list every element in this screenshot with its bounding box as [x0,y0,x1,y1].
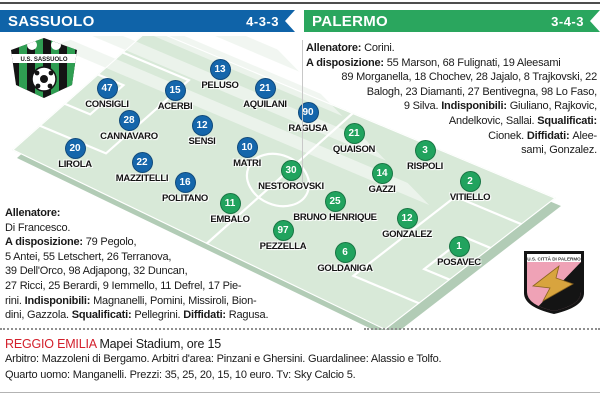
text-line: Quarto uomo: Manganelli. Prezzi: 35, 25,… [5,368,356,381]
palermo-eagle [531,264,574,303]
header-bar-away: PALERMO 3-4-3 [304,10,600,32]
text-line: A disposizione: 55 Marson, 68 Fulignati,… [306,56,561,69]
home-formation: 4-3-3 [246,13,279,29]
text-line: Balogh, 23 Diamanti, 27 Bentivegna, 98 L… [366,85,598,98]
away-squad-info: Allenatore: Corini. A disposizione: 55 Ma… [306,41,597,158]
player-name-label: PEZZELLA [259,241,307,252]
text-line: sami, Gonzalez. [521,144,597,157]
text-line: Allenatore: Corini. [306,42,395,54]
text-line: Andelkovic, Sallai. Squalificati: [448,114,597,127]
player-marker: 15 [164,79,186,101]
player-name-label: EMBALO [210,214,250,225]
text-line: REGGIO EMILIA Mapei Stadium, ore 15 [5,337,222,351]
player-name-label: QUAISON [332,144,376,155]
player-name-label: RAGUSA [288,123,328,134]
player-marker: 10 [236,136,258,158]
sassuolo-crest-label: U.S. SASSUOLO [20,57,67,63]
player-name-label: GOLDANIGA [317,263,373,274]
player-marker: 16 [174,171,196,193]
player-marker: 13 [209,58,231,80]
player-marker: 25 [324,190,346,212]
home-team-name: SASSUOLO [8,12,95,30]
player-marker: 2 [459,170,481,192]
player-marker: 11 [219,192,241,214]
bottom-rule [0,392,600,393]
player-marker: 22 [131,151,153,173]
player-name-label: POSAVEC [437,257,481,268]
player-marker: 47 [96,77,118,99]
player-name-label: ACERBI [157,101,193,112]
pitch [0,36,594,330]
text-line: 5 Antei, 55 Letschert, 26 Terranova, [5,250,172,263]
player-marker: 6 [334,241,356,263]
player-name-label: VITIELLO [449,192,491,203]
palermo-crest: U.S. CITTÀ DI PALERMO [524,251,584,314]
away-team-name: PALERMO [312,12,388,30]
column-divider [302,40,303,186]
dotted-separator [364,328,600,330]
player-marker: 28 [118,109,140,131]
away-formation: 3-4-3 [551,13,584,29]
text-line: 9 Silva. Indisponibili: Giuliano, Rajkov… [403,100,597,113]
player-marker: 97 [272,219,294,241]
player-name-label: SENSI [188,136,216,147]
text-line: rini. Indisponibili: Magnanelli, Pomini,… [5,294,257,307]
player-name-label: PELUSO [201,80,239,91]
pitch-grass [12,36,556,330]
text-line: Di Francesco. [5,221,71,234]
text-line: 39 Dell'Orco, 98 Adjapong, 32 Duncan, [5,265,188,278]
player-marker: 14 [371,162,393,184]
text-line: Arbitro: Mazzoleni di Bergamo. Arbitri d… [5,353,442,366]
player-name-label: MAZZITELLI [115,173,169,184]
pitch-stage: 47 CONSIGLI 13 PELUSO 15 ACERBI 21 AQUILANI 90 RA… [0,36,600,330]
home-squad-info: Allenatore: Di Francesco. A disposizione: … [5,206,343,323]
text-line: A disposizione: 79 Pegolo, [5,236,137,249]
player-name-label: CANNAVARO [100,131,158,142]
player-name-label: GAZZI [368,184,396,195]
player-marker: 20 [64,137,86,159]
header-bar-home: SASSUOLO 4-3-3 [0,10,295,32]
match-info: REGGIO EMILIA Mapei Stadium, ore 15 Arbit… [5,337,597,383]
player-marker: 12 [191,114,213,136]
player-name-label: GONZALEZ [382,229,432,240]
player-name-label: RISPOLI [407,161,443,172]
player-name-label: MATRI [233,158,261,169]
player-marker: 1 [448,235,470,257]
top-rule [0,2,600,4]
dotted-separator [0,328,352,330]
player-name-label: LIROLA [58,159,92,170]
player-marker: 30 [280,159,302,181]
player-name-label: CONSIGLI [85,99,129,110]
text-line: 27 Ricci, 25 Berardi, 9 Iemmello, 11 Def… [5,279,242,292]
text-line: Cionek. Diffidati: Alee- [488,129,597,142]
player-name-label: AQUILANI [243,99,287,110]
text-line: dini, Gazzola. Squalificati: Pellegrini.… [5,309,269,322]
player-marker: 12 [396,207,418,229]
player-marker: 21 [343,122,365,144]
player-name-label: NESTOROVSKI [258,181,324,192]
player-name-label: POLITANO [162,193,208,204]
player-name-label: BRUNO HENRIQUE [293,212,377,223]
text-line: Allenatore: [5,207,61,219]
palermo-crest-label: U.S. CITTÀ DI PALERMO [527,256,581,262]
text-line: 89 Morganella, 18 Chochev, 28 Jajalo, 8 … [341,71,597,84]
sassuolo-crest: U.S. SASSUOLO [11,38,77,98]
player-marker: 3 [414,139,436,161]
player-marker: 21 [254,77,276,99]
